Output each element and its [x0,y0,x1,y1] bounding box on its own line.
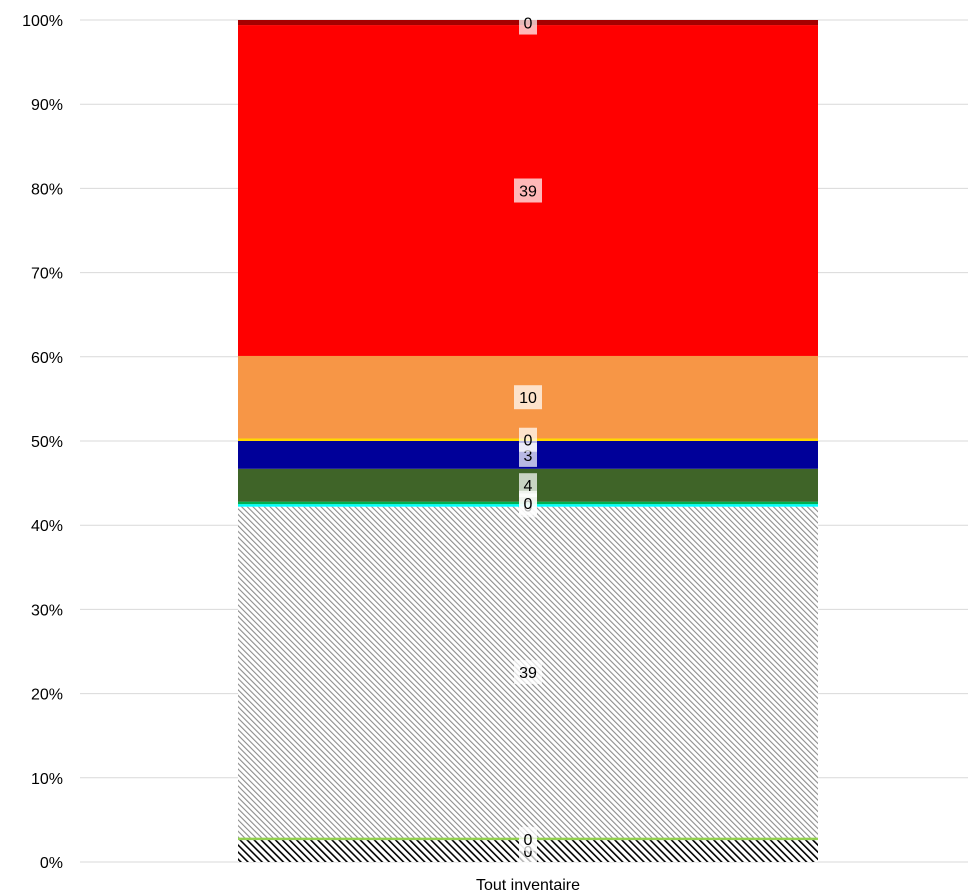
data-labels: 00390043010390 [514,10,542,864]
data-label: 39 [519,665,537,682]
y-tick-label: 60% [31,350,63,367]
y-tick-label: 80% [31,181,63,198]
data-label: 39 [519,184,537,201]
data-label-background [514,178,542,203]
x-tick-label: Tout inventaire [476,877,580,894]
y-tick-label: 50% [31,434,63,451]
data-label: 0 [524,832,533,849]
y-axis-tick-labels: 0% 10% 20% 30% 40% 50% 60% 70% 80% 90% 100% [22,13,63,872]
data-label: 0 [524,16,533,33]
data-label-background [514,660,542,685]
data-label-background [519,826,537,851]
data-label: 0 [524,433,533,450]
y-tick-label: 40% [31,518,63,535]
y-tick-label: 100% [22,13,63,30]
data-label: 0 [524,844,533,861]
data-label: 0 [524,496,533,513]
data-label: 4 [524,478,533,495]
x-axis-tick-labels: Tout inventaire [476,877,580,894]
y-tick-label: 30% [31,602,63,619]
data-label: 3 [524,448,533,465]
data-label: 10 [519,390,537,407]
y-tick-label: 0% [40,855,63,872]
data-label-background [514,385,542,410]
data-label-background [519,473,537,498]
data-label-background [519,10,537,35]
y-tick-label: 70% [31,266,63,283]
y-tick-label: 10% [31,771,63,788]
y-tick-label: 20% [31,687,63,704]
data-label-background [519,427,537,452]
y-tick-label: 90% [31,97,63,114]
